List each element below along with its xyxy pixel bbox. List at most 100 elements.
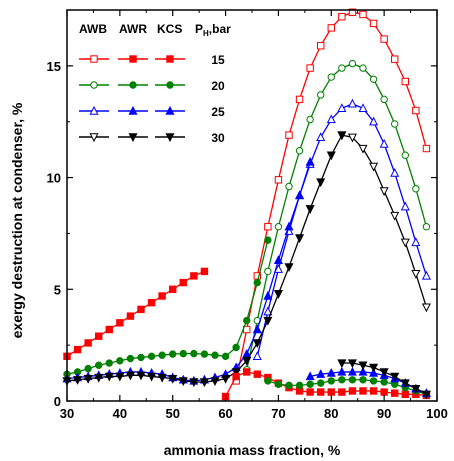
- series-awb-15: [232, 8, 431, 385]
- data-point: [305, 371, 315, 381]
- data-point: [116, 357, 124, 365]
- legend-row-25: 25: [79, 105, 225, 119]
- axes-layer: 30 40 50 60 70 80 90 100 0 5 10 15: [47, 10, 448, 421]
- legend-label-20: 20: [211, 79, 225, 93]
- data-point: [273, 290, 283, 299]
- data-point: [400, 201, 410, 211]
- data-point: [232, 343, 240, 352]
- series-layer: [62, 8, 431, 401]
- series-awr-20: [63, 236, 272, 378]
- data-point: [306, 115, 314, 124]
- x-tick-label-60: 60: [218, 406, 232, 421]
- legend-row-20: 20: [79, 79, 225, 93]
- series-line: [66, 239, 269, 375]
- data-point: [104, 372, 114, 382]
- x-axis-title: ammonia mass fraction, %: [164, 442, 341, 458]
- data-point: [264, 377, 272, 385]
- data-point: [243, 316, 251, 325]
- series-line: [246, 62, 428, 370]
- data-point: [391, 55, 399, 63]
- data-point: [316, 178, 326, 188]
- data-point: [379, 187, 389, 197]
- data-point: [338, 13, 346, 21]
- x-tick-label-40: 40: [113, 406, 127, 421]
- data-point: [306, 380, 314, 388]
- data-point: [379, 138, 389, 148]
- data-point: [316, 132, 326, 142]
- data-point: [317, 91, 325, 99]
- data-point: [125, 371, 135, 381]
- data-point: [169, 350, 177, 358]
- data-point: [273, 255, 283, 264]
- legend-marker: [90, 81, 98, 89]
- x-tick-label-30: 30: [60, 406, 74, 421]
- data-point: [147, 372, 157, 382]
- data-point: [253, 370, 261, 378]
- data-point: [327, 377, 335, 385]
- legend-marker: [166, 55, 174, 63]
- data-point: [137, 353, 145, 362]
- legend-label-15: 15: [211, 53, 225, 67]
- data-point: [358, 103, 368, 113]
- data-point: [295, 147, 304, 155]
- data-point: [264, 223, 272, 231]
- legend-row-30: 30: [79, 131, 225, 145]
- data-point: [190, 349, 198, 358]
- legend-rows: 15 20 25 30: [79, 53, 225, 145]
- data-point: [158, 351, 166, 359]
- data-point: [94, 373, 104, 383]
- data-point: [422, 144, 431, 153]
- series-kcs-15: [221, 368, 431, 401]
- data-point: [263, 316, 273, 326]
- data-point: [380, 95, 388, 104]
- series-line: [66, 161, 311, 382]
- data-point: [348, 387, 357, 395]
- data-point: [221, 352, 230, 361]
- data-point: [189, 378, 199, 388]
- data-point: [369, 19, 378, 28]
- data-point: [401, 77, 409, 86]
- data-point: [348, 59, 357, 68]
- data-point: [263, 306, 273, 316]
- y-axis-title: exergy destruction at condenser, %: [9, 102, 25, 338]
- data-point: [168, 374, 178, 384]
- x-tick-label-100: 100: [426, 406, 448, 421]
- series-awr-15: [63, 267, 209, 361]
- data-point: [390, 372, 400, 382]
- data-point: [411, 385, 421, 394]
- legend-label-25: 25: [211, 105, 225, 119]
- legend-header-p: P: [195, 22, 203, 36]
- data-point: [232, 372, 240, 381]
- data-point: [326, 367, 336, 377]
- legend-marker: [166, 81, 174, 89]
- data-point: [380, 35, 388, 43]
- series-awb-20: [243, 59, 431, 374]
- data-point: [295, 234, 305, 243]
- data-point: [231, 368, 241, 378]
- data-point: [359, 10, 367, 19]
- data-point: [421, 270, 431, 280]
- series-awr-30: [62, 131, 347, 388]
- data-point: [369, 116, 379, 126]
- data-point: [348, 376, 357, 384]
- data-point: [359, 376, 367, 384]
- data-point: [115, 372, 125, 382]
- data-point: [411, 237, 421, 247]
- data-point: [264, 236, 272, 244]
- data-point: [211, 351, 219, 359]
- data-point: [369, 162, 379, 172]
- data-point: [95, 361, 103, 369]
- data-point: [369, 75, 378, 83]
- data-point: [243, 368, 251, 376]
- data-point: [401, 151, 409, 159]
- data-point: [190, 272, 198, 280]
- data-point: [380, 388, 388, 396]
- data-point: [136, 371, 146, 381]
- data-point: [116, 319, 124, 327]
- data-point: [84, 364, 92, 373]
- data-point: [338, 376, 346, 384]
- data-point: [105, 359, 113, 367]
- data-point: [306, 388, 314, 396]
- data-point: [358, 366, 368, 376]
